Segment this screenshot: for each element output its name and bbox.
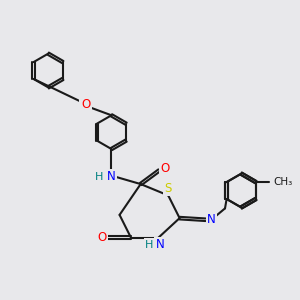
Text: CH₃: CH₃ (274, 177, 293, 187)
Text: O: O (97, 231, 106, 244)
Text: H: H (145, 240, 154, 250)
Text: O: O (81, 98, 90, 111)
Text: S: S (164, 182, 172, 195)
Text: N: N (107, 170, 116, 183)
Text: N: N (207, 213, 216, 226)
Text: N: N (156, 238, 164, 251)
Text: H: H (95, 172, 103, 182)
Text: O: O (160, 162, 169, 175)
